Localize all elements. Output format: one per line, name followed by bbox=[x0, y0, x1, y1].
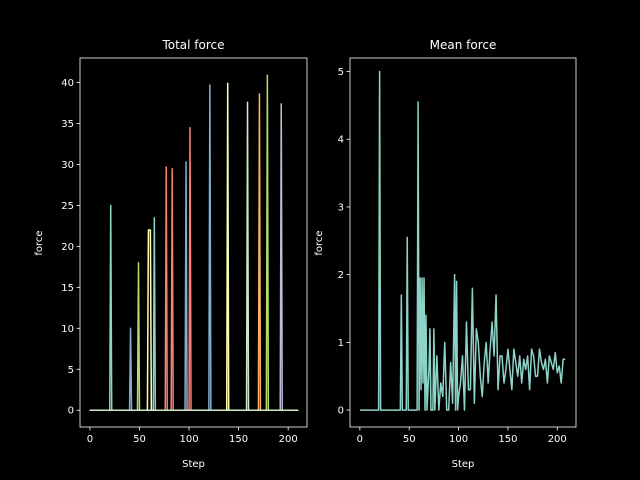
mean-force-ytick-label: 4 bbox=[338, 135, 344, 146]
total-force-ytick-label: 0 bbox=[68, 406, 74, 417]
total-force-xtick-label: 100 bbox=[179, 434, 198, 445]
mean-force-ytick-label: 3 bbox=[338, 202, 344, 213]
total-force-xlabel: Step bbox=[182, 459, 205, 470]
mean-force-xtick-label: 100 bbox=[449, 434, 468, 445]
total-force-axes-frame bbox=[79, 57, 308, 428]
mean-force-panel: Mean force Step force 0 50 100 150 200 0 1 2 3 4 5 bbox=[314, 38, 577, 470]
total-force-ytick-label: 5 bbox=[68, 365, 74, 376]
total-force-ytick-label: 35 bbox=[61, 119, 74, 130]
mean-force-ytick-label: 0 bbox=[338, 406, 344, 417]
total-force-panel: Total force Step force 0 50 100 150 200 0 5 10 1… bbox=[34, 38, 308, 470]
mean-force-ytick-label: 2 bbox=[338, 270, 344, 281]
mean-force-series-group bbox=[359, 70, 566, 411]
total-force-ytick-label: 25 bbox=[61, 201, 74, 212]
mean-force-xtick-label: 0 bbox=[357, 434, 363, 445]
total-force-ytick-label: 15 bbox=[61, 283, 74, 294]
mean-force-ytick-label: 5 bbox=[338, 67, 344, 78]
total-force-ytick-label: 20 bbox=[61, 242, 74, 253]
mean-force-xtick-label: 50 bbox=[403, 434, 416, 445]
total-force-series-p13 bbox=[89, 101, 299, 411]
total-force-ylabel: force bbox=[34, 230, 45, 255]
total-force-xtick-label: 0 bbox=[87, 434, 93, 445]
total-force-xtick-label: 200 bbox=[279, 434, 298, 445]
total-force-ytick-label: 40 bbox=[61, 78, 74, 89]
mean-force-series-mean bbox=[359, 70, 566, 411]
total-force-ytick-label: 30 bbox=[61, 160, 74, 171]
mean-force-xtick-label: 200 bbox=[548, 434, 567, 445]
total-force-ytick-label: 10 bbox=[61, 324, 74, 335]
mean-force-axes-frame bbox=[349, 57, 577, 428]
total-force-xtick-label: 50 bbox=[133, 434, 146, 445]
mean-force-title: Mean force bbox=[430, 38, 497, 52]
mean-force-xlabel: Step bbox=[452, 459, 475, 470]
mean-force-xtick-label: 150 bbox=[498, 434, 517, 445]
total-force-xtick-label: 150 bbox=[229, 434, 248, 445]
total-force-series-group bbox=[89, 74, 299, 411]
total-force-title: Total force bbox=[161, 38, 224, 52]
mean-force-ytick-label: 1 bbox=[338, 338, 344, 349]
mean-force-ylabel: force bbox=[314, 230, 325, 255]
